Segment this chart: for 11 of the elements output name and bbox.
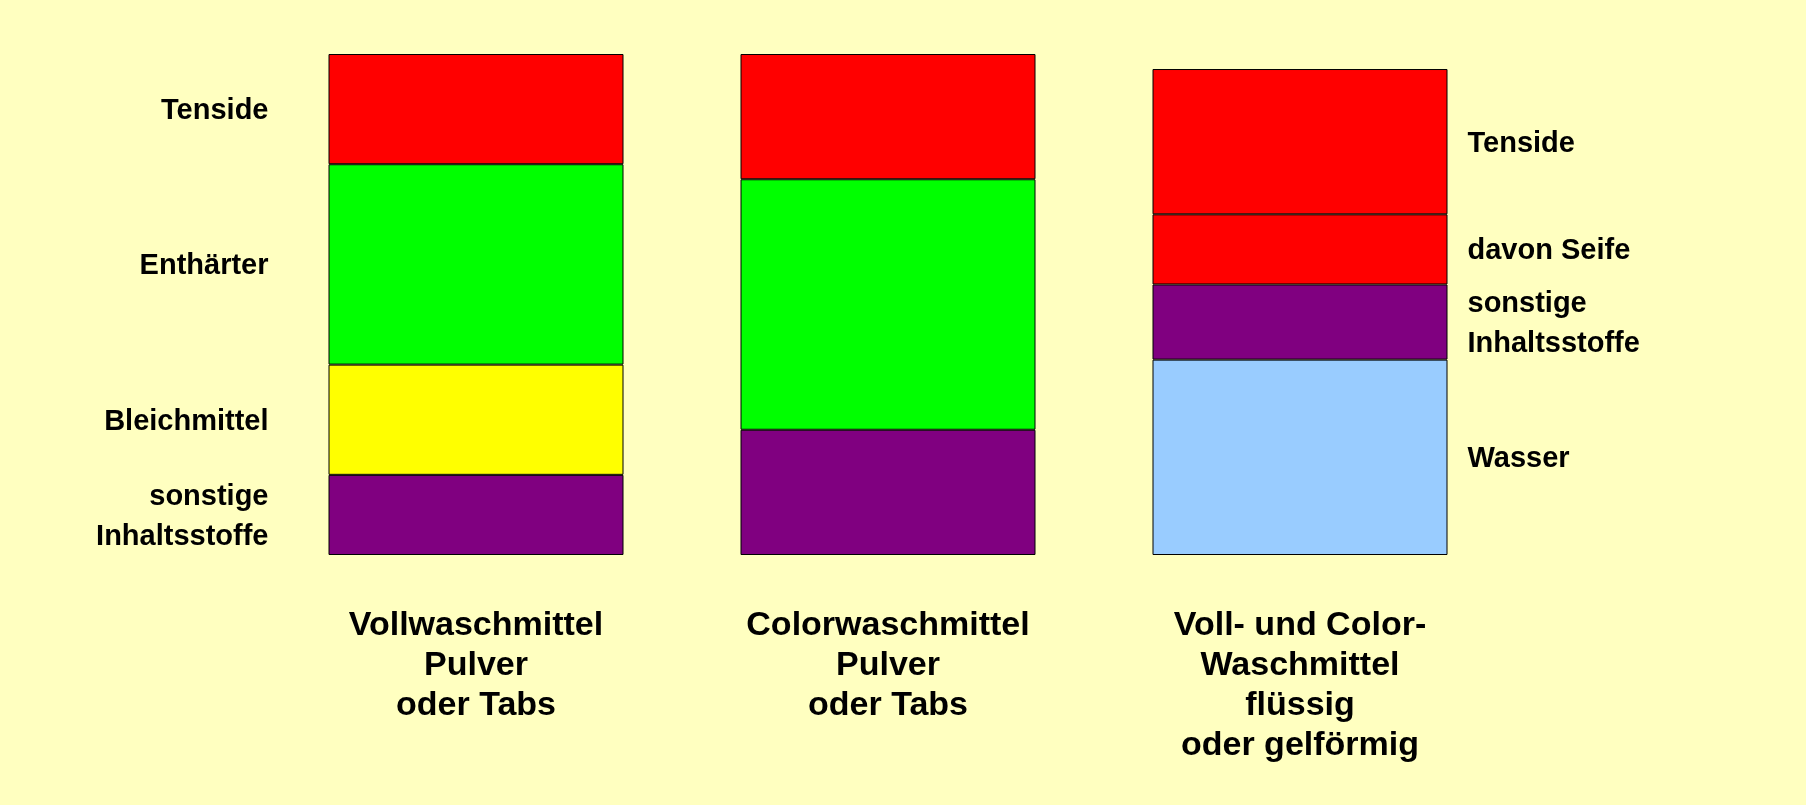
text: sonstige Inhaltsstoffe [96,478,269,551]
text: Enthärter [139,248,269,281]
series-label: Tenside [1467,125,1575,158]
series-label: davon Seife [1467,233,1631,266]
x-tick-label: Colorwaschmittel Pulver oder Tabs [746,604,1030,722]
series-label: sonstige Inhaltsstoffe [1467,286,1640,359]
x-tick-label: Voll- und Color- Waschmittel flüssig oder gelförmig [1173,604,1427,762]
series-label: Wasser [1467,441,1570,474]
text: Tenside [161,93,269,126]
x-tick-label: Vollwaschmittel Pulver oder Tabs [348,604,604,722]
text: Bleichmittel [104,403,269,436]
